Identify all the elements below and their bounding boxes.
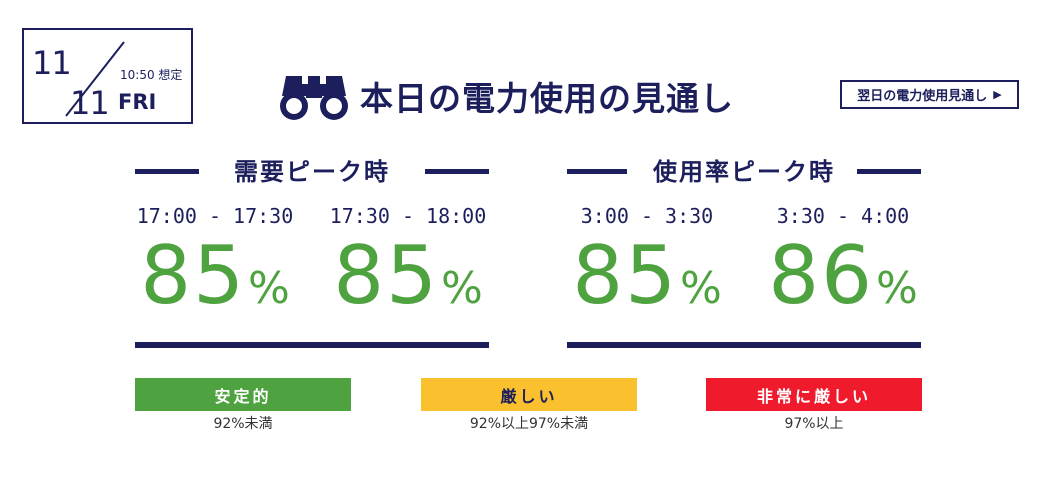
percent-sign: % [247, 263, 290, 314]
demand-slot-1: 17:00 - 17:30 85% [135, 204, 295, 316]
demand-peak-bottom-rule [135, 342, 489, 348]
usage-slot-1: 3:00 - 3:30 85% [567, 204, 727, 316]
legend-very-tight-bar: 非常に厳しい [706, 378, 922, 411]
forecast-time: 10:50 想定 [120, 68, 183, 82]
header-rule-left [567, 169, 627, 174]
legend-tight: 厳しい 92%以上97%未満 [421, 378, 637, 433]
usage-slot-2: 3:30 - 4:00 86% [765, 204, 921, 316]
slot-time-range: 17:00 - 17:30 [136, 204, 294, 228]
usage-peak-bottom-rule [567, 342, 921, 348]
legend-tight-desc: 92%以上97%未満 [469, 416, 589, 432]
page-header: 本日の電力使用の見通し [276, 66, 734, 126]
slot-time-range: 3:30 - 4:00 [776, 204, 910, 228]
next-day-forecast-link[interactable]: 翌日の電力使用見通し ▶ [840, 80, 1019, 109]
date-month: 11 [32, 44, 72, 82]
slot-value: 85 [572, 229, 678, 322]
slot-percentage: 85% [327, 236, 489, 316]
slot-value: 86 [768, 229, 874, 322]
date-box: 11 11 10:50 想定 FRI [22, 28, 193, 124]
header-rule-right [857, 169, 921, 174]
legend-stable-bar: 安定的 [135, 378, 351, 411]
slot-percentage: 85% [135, 236, 295, 316]
slot-value: 85 [140, 229, 246, 322]
date-day: 11 [70, 84, 110, 122]
usage-peak-header: 使用率ピーク時 [567, 148, 921, 194]
demand-slot-2: 17:30 - 18:00 85% [327, 204, 489, 316]
next-day-link-label: 翌日の電力使用見通し [857, 89, 988, 104]
legend-tight-bar: 厳しい [421, 378, 637, 411]
legend-very-tight: 非常に厳しい 97%以上 [706, 378, 922, 433]
legend-stable: 安定的 92%未満 [135, 378, 351, 433]
demand-peak-label: 需要ピーク時 [234, 158, 390, 186]
demand-peak-section: 需要ピーク時 17:00 - 17:30 85% 17:30 - 18:00 8… [135, 148, 489, 348]
header-rule-right [425, 169, 489, 174]
weekday: FRI [118, 90, 157, 114]
percent-sign: % [875, 263, 918, 314]
legend-stable-desc: 92%未満 [213, 416, 273, 432]
slot-percentage: 86% [765, 236, 921, 316]
triangle-right-icon: ▶ [993, 88, 1002, 101]
legend-very-tight-desc: 97%以上 [784, 416, 844, 432]
slot-value: 85 [333, 229, 439, 322]
slot-time-range: 3:00 - 3:30 [580, 204, 714, 228]
usage-peak-section: 使用率ピーク時 3:00 - 3:30 85% 3:30 - 4:00 86% [567, 148, 921, 348]
percent-sign: % [440, 263, 483, 314]
date-slash-icon [65, 41, 125, 117]
header-rule-left [135, 169, 199, 174]
binoculars-icon [280, 76, 348, 120]
percent-sign: % [679, 263, 722, 314]
slot-percentage: 85% [567, 236, 727, 316]
usage-peak-label: 使用率ピーク時 [653, 158, 835, 186]
slot-time-range: 17:30 - 18:00 [329, 204, 487, 228]
demand-peak-header: 需要ピーク時 [135, 148, 489, 194]
page-title: 本日の電力使用の見通し [360, 79, 734, 118]
